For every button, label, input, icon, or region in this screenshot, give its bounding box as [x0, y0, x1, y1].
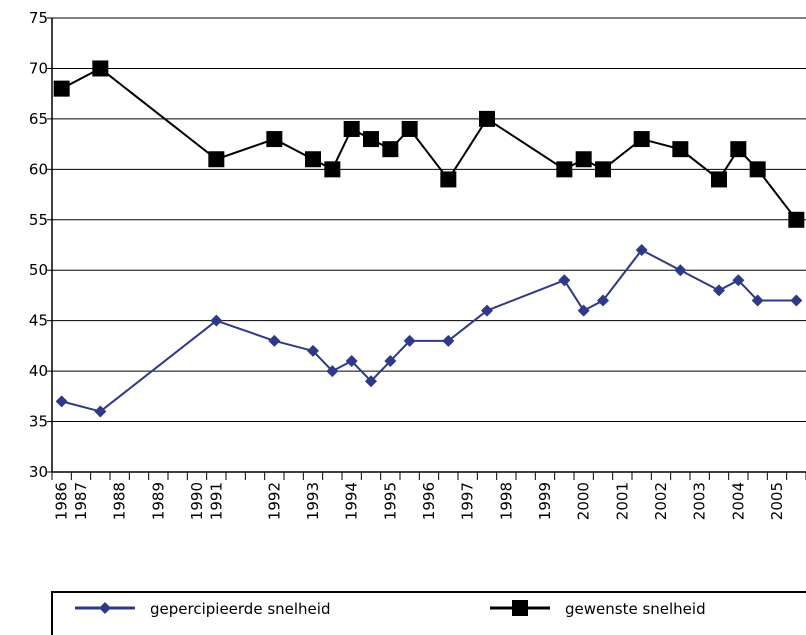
y-tick-label: 60 [29, 160, 48, 178]
marker [305, 151, 321, 168]
y-tick-label: 75 [29, 9, 48, 27]
x-tick-label: 1992 [265, 482, 283, 520]
marker [751, 294, 764, 307]
marker [575, 151, 592, 168]
marker [343, 120, 360, 137]
line-segment [486, 279, 565, 312]
marker [384, 355, 397, 368]
y-tick-label: 30 [29, 463, 48, 481]
marker [732, 274, 745, 287]
x-tick-label: 2005 [768, 482, 786, 520]
marker [512, 600, 528, 616]
legend-label: gewenste snelheid [565, 600, 706, 618]
y-tick-label: 50 [29, 261, 48, 279]
x-tick-label: 1997 [459, 482, 477, 520]
x-tick-label: 2003 [691, 482, 709, 520]
marker [440, 171, 457, 188]
x-tick-label: 2004 [729, 482, 747, 520]
x-tick-label: 1991 [207, 482, 225, 520]
marker [558, 274, 571, 287]
y-tick-label: 70 [29, 59, 48, 77]
y-tick-label: 55 [29, 211, 48, 229]
marker [401, 120, 418, 137]
line-segment [737, 279, 759, 302]
line-segment [602, 249, 643, 302]
marker [55, 395, 68, 408]
x-tick-label: 1988 [111, 482, 129, 520]
marker [403, 334, 416, 347]
marker [672, 141, 689, 158]
marker [481, 304, 493, 317]
x-tick-label: 1995 [381, 482, 399, 520]
marker [365, 375, 377, 388]
marker [208, 151, 225, 168]
marker [635, 244, 648, 257]
marker [790, 294, 803, 307]
x-tick-label: 2000 [575, 482, 593, 520]
marker [99, 602, 111, 614]
line-segment [756, 168, 798, 221]
line-segment [312, 350, 334, 372]
marker [363, 131, 379, 148]
marker [324, 161, 341, 178]
marker [307, 344, 319, 357]
y-tick-label: 45 [29, 312, 48, 330]
line-segment [679, 269, 720, 292]
marker [595, 161, 611, 178]
line-segment [389, 340, 411, 362]
marker [577, 304, 590, 317]
x-tick-label: 2001 [613, 482, 631, 520]
x-tick-label: 1996 [420, 482, 438, 520]
marker [268, 334, 281, 347]
marker [674, 264, 687, 277]
x-tick-label: 1993 [304, 482, 322, 520]
marker [633, 131, 650, 148]
x-tick-label: 1987 [72, 482, 90, 520]
line-segment [408, 128, 450, 181]
marker [730, 141, 747, 158]
marker [597, 294, 609, 307]
line-segment [641, 249, 681, 272]
marker [94, 405, 107, 418]
line-segment [486, 118, 565, 171]
x-tick-label: 1999 [536, 482, 554, 520]
marker [266, 131, 283, 148]
x-tick-label: 1998 [497, 482, 515, 520]
line-segment [99, 67, 217, 161]
marker [442, 334, 455, 347]
line-segment [447, 118, 488, 180]
x-tick-label: 1989 [149, 482, 167, 520]
marker [92, 60, 109, 77]
line-segment [274, 339, 314, 352]
x-tick-label: 1994 [343, 482, 361, 520]
line-segment [350, 360, 372, 382]
line-segment [370, 360, 392, 382]
line-segment [216, 138, 275, 161]
marker [788, 211, 805, 228]
marker [210, 314, 223, 327]
marker [711, 171, 727, 188]
marker [382, 141, 399, 158]
line-segment [447, 309, 488, 342]
marker [749, 161, 766, 178]
line-segment [563, 279, 585, 312]
x-tick-label: 1990 [188, 482, 206, 520]
line-segment [61, 400, 101, 413]
legend-label: gepercipieerde snelheid [150, 600, 330, 618]
x-tick-label: 1986 [53, 482, 71, 520]
legend-box [51, 591, 806, 635]
marker [345, 355, 358, 368]
x-tick-label: 2002 [652, 482, 670, 520]
marker [713, 284, 725, 297]
line-segment [216, 319, 275, 342]
marker [479, 110, 495, 127]
marker [53, 80, 70, 97]
marker [556, 161, 573, 178]
y-tick-label: 65 [29, 110, 48, 128]
y-tick-label: 40 [29, 362, 48, 380]
y-tick-label: 35 [29, 413, 48, 431]
line-segment [99, 319, 217, 413]
marker [326, 365, 339, 378]
